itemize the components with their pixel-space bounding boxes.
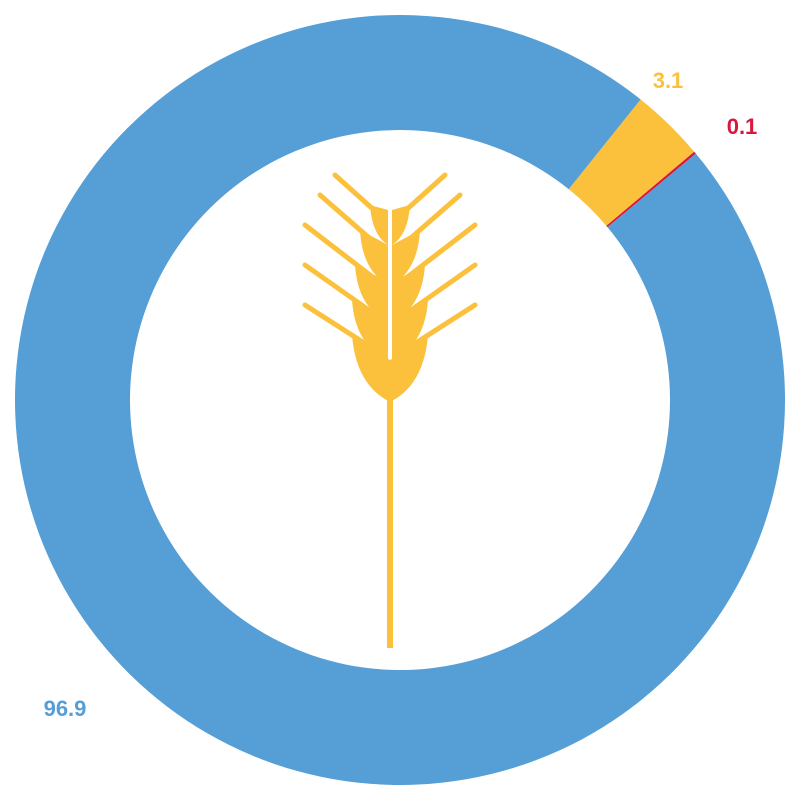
data-label: 96.9 [44, 696, 87, 721]
donut-segment [606, 151, 696, 228]
wheat-icon [302, 172, 478, 648]
data-label: 3.1 [653, 68, 684, 93]
data-label: 0.1 [727, 114, 758, 139]
donut-segment [568, 99, 695, 226]
donut-segment [15, 15, 786, 786]
